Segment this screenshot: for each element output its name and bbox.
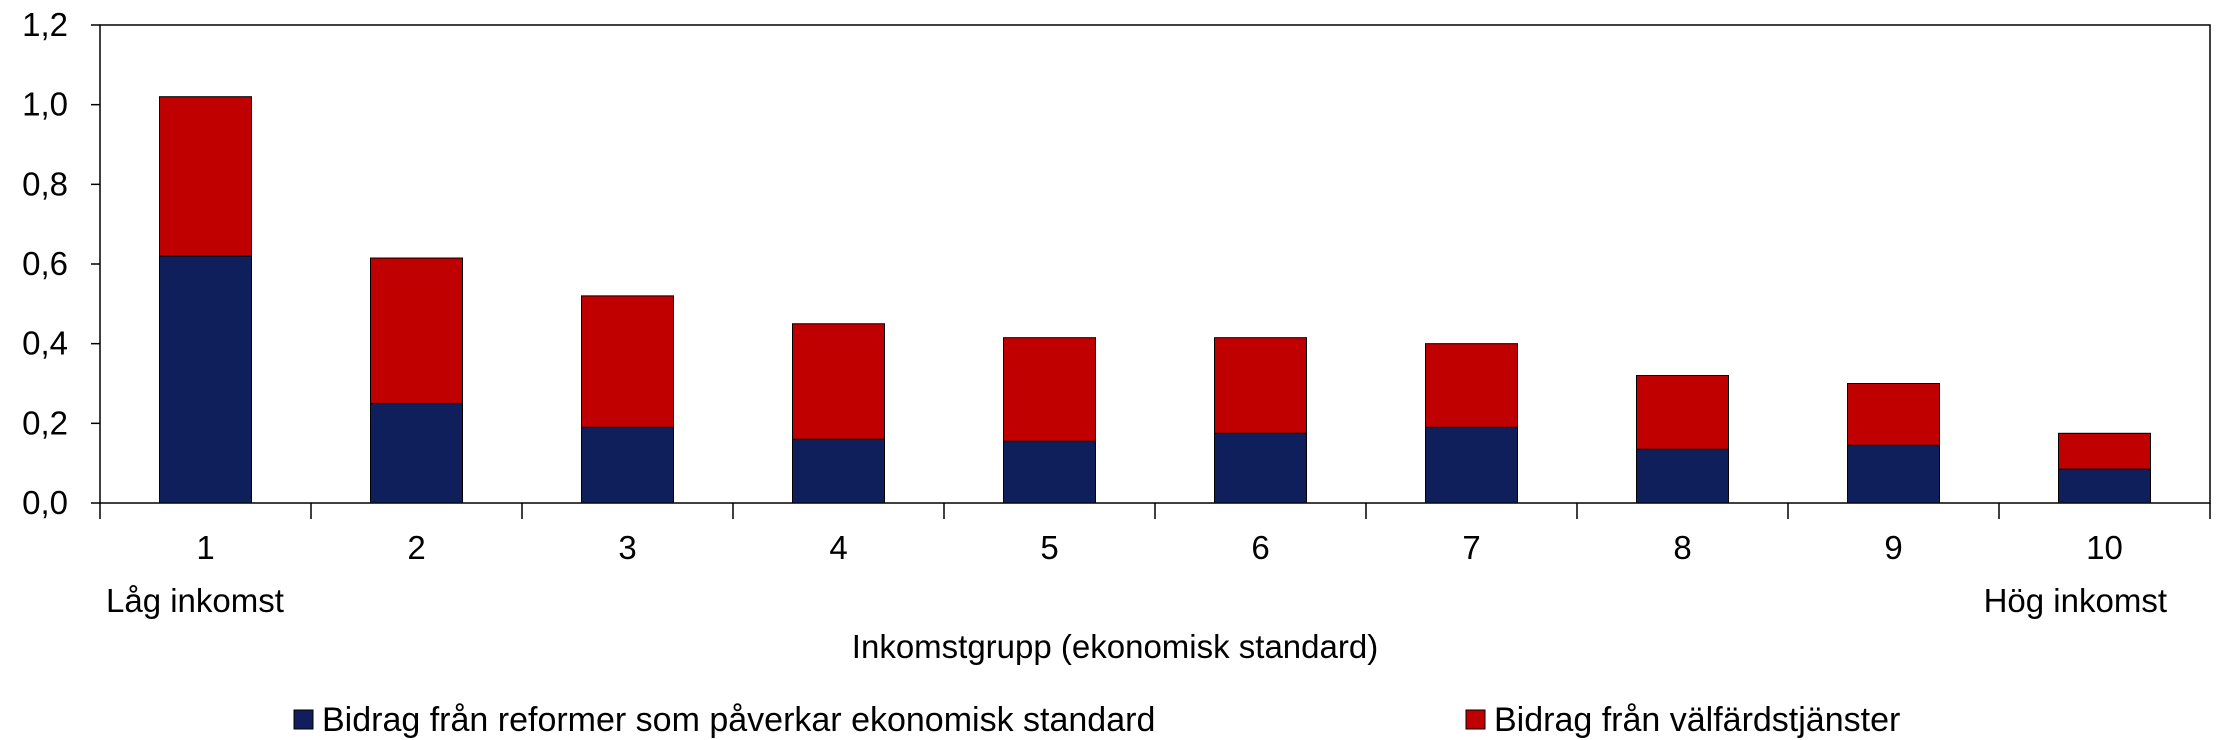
bar-segment-reforms-3 [581,426,674,504]
bar-segment-reforms-10 [2058,468,2151,504]
bar-segment-reforms-2 [370,402,463,504]
x-axis: 1 2 3 4 5 6 7 8 9 10 [99,503,2211,566]
y-tick-label: 0,4 [22,325,68,362]
x-tick-label: 1 [196,529,214,566]
x-tick-label: 4 [829,529,847,566]
bar-segment-welfare-10 [2058,432,2151,470]
bar-segment-welfare-6 [1214,337,1307,434]
legend-swatch-welfare [1465,709,1486,730]
x-tick-label: 3 [618,529,636,566]
bar-segment-welfare-5 [1003,337,1096,442]
x-axis-title: Inkomstgrupp (ekonomisk standard) [852,628,1378,665]
y-tick-label: 1,0 [22,86,68,123]
y-tick-label: 1,2 [22,6,68,43]
bar-segment-welfare-9 [1847,383,1940,446]
bar-segment-welfare-7 [1425,343,1518,428]
bar-segment-welfare-8 [1636,375,1729,450]
x-tick-label: 7 [1462,529,1480,566]
x-tick-label: 5 [1040,529,1058,566]
bar-segment-welfare-2 [370,257,463,404]
bar-segment-reforms-9 [1847,444,1940,504]
y-tick-label: 0,6 [22,245,68,282]
x-high-income-label: Hög inkomst [1984,582,2167,619]
legend-label-reforms: Bidrag från reformer som påverkar ekonom… [322,701,1155,739]
x-tick-label: 2 [407,529,425,566]
y-axis: 0,0 0,2 0,4 0,6 0,8 1,0 1,2 [22,6,100,521]
x-tick-label: 8 [1673,529,1691,566]
x-tick-label: 6 [1251,529,1269,566]
legend-label-welfare: Bidrag från välfärdstjänster [1494,701,1900,739]
bar-segment-welfare-1 [159,96,252,257]
bar-segment-reforms-8 [1636,448,1729,504]
y-tick-label: 0,0 [22,484,68,521]
bar-segment-reforms-5 [1003,440,1096,504]
bar-segment-reforms-7 [1425,426,1518,504]
bar-segment-reforms-4 [792,438,885,504]
x-low-income-label: Låg inkomst [106,582,284,619]
legend: Bidrag från reformer som påverkar ekonom… [293,701,1900,739]
legend-swatch-reforms [293,709,314,730]
bar-segment-reforms-6 [1214,432,1307,504]
bar-segment-welfare-3 [581,295,674,428]
bar-segment-welfare-4 [792,323,885,440]
x-tick-label: 9 [1884,529,1902,566]
x-tick-label: 10 [2086,529,2123,566]
bar-segment-reforms-1 [159,255,252,504]
bars-group [159,96,2151,504]
y-tick-label: 0,8 [22,165,68,202]
y-tick-label: 0,2 [22,404,68,441]
